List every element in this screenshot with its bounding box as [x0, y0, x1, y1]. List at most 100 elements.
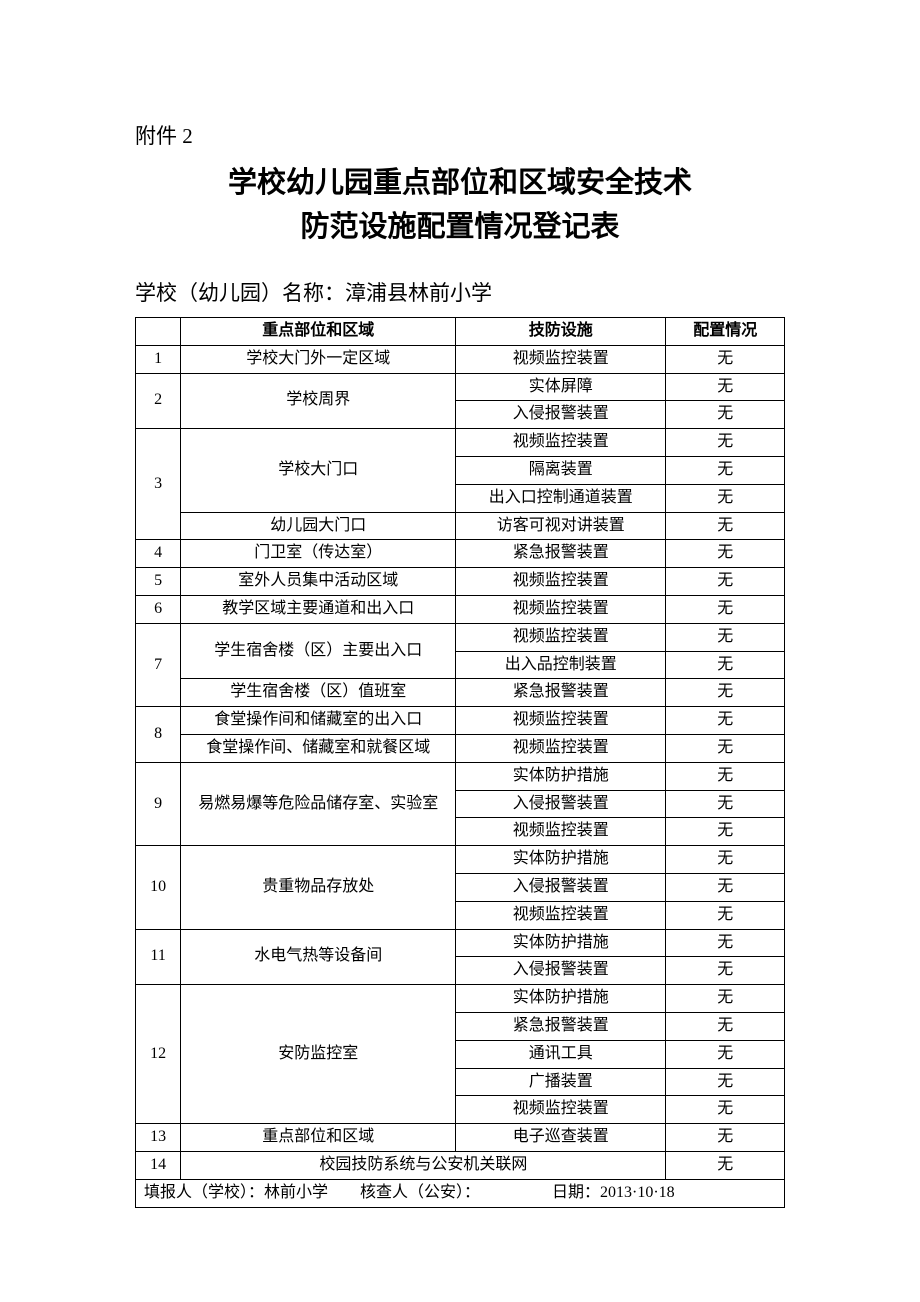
- cell-status: 无: [666, 1040, 785, 1068]
- cell-status: 无: [666, 623, 785, 651]
- cell-facility: 视频监控装置: [456, 901, 666, 929]
- cell-area: 校园技防系统与公安机关联网: [181, 1151, 666, 1179]
- cell-facility: 广播装置: [456, 1068, 666, 1096]
- cell-facility: 入侵报警装置: [456, 873, 666, 901]
- table-row: 8食堂操作间和储藏室的出入口视频监控装置无: [136, 707, 785, 735]
- cell-num: 8: [136, 707, 181, 763]
- table-row: 11水电气热等设备间实体防护措施无: [136, 929, 785, 957]
- cell-num: 14: [136, 1151, 181, 1179]
- cell-area: 幼儿园大门口: [181, 512, 456, 540]
- cell-num: 5: [136, 568, 181, 596]
- cell-facility: 通讯工具: [456, 1040, 666, 1068]
- cell-facility: 紧急报警装置: [456, 1012, 666, 1040]
- cell-area: 学校大门口: [181, 429, 456, 512]
- cell-status: 无: [666, 929, 785, 957]
- cell-facility: 紧急报警装置: [456, 540, 666, 568]
- cell-status: 无: [666, 401, 785, 429]
- cell-num: 4: [136, 540, 181, 568]
- cell-facility: 视频监控装置: [456, 734, 666, 762]
- cell-status: 无: [666, 873, 785, 901]
- cell-status: 无: [666, 373, 785, 401]
- cell-status: 无: [666, 1068, 785, 1096]
- cell-facility: 视频监控装置: [456, 707, 666, 735]
- table-row: 2学校周界实体屏障无: [136, 373, 785, 401]
- cell-facility: 出入品控制装置: [456, 651, 666, 679]
- cell-status: 无: [666, 846, 785, 874]
- cell-area: 教学区域主要通道和出入口: [181, 595, 456, 623]
- cell-num: 9: [136, 762, 181, 845]
- cell-facility: 视频监控装置: [456, 568, 666, 596]
- header-status: 配置情况: [666, 318, 785, 346]
- cell-facility: 视频监控装置: [456, 429, 666, 457]
- cell-num: 10: [136, 846, 181, 929]
- cell-facility: 视频监控装置: [456, 818, 666, 846]
- cell-status: 无: [666, 568, 785, 596]
- cell-status: 无: [666, 1151, 785, 1179]
- cell-status: 无: [666, 540, 785, 568]
- cell-facility: 入侵报警装置: [456, 401, 666, 429]
- cell-status: 无: [666, 484, 785, 512]
- cell-status: 无: [666, 345, 785, 373]
- cell-area: 安防监控室: [181, 985, 456, 1124]
- table-row: 1学校大门外一定区域视频监控装置无: [136, 345, 785, 373]
- cell-status: 无: [666, 512, 785, 540]
- footer-cell: 填报人（学校）：林前小学 核查人（公安）： 日期：2013·10·18: [136, 1179, 785, 1207]
- table-row: 7学生宿舍楼（区）主要出入口视频监控装置无: [136, 623, 785, 651]
- cell-facility: 电子巡查装置: [456, 1124, 666, 1152]
- cell-facility: 隔离装置: [456, 456, 666, 484]
- cell-num: 3: [136, 429, 181, 540]
- cell-num: 6: [136, 595, 181, 623]
- cell-status: 无: [666, 679, 785, 707]
- cell-num: 13: [136, 1124, 181, 1152]
- table-row: 13重点部位和区域电子巡查装置无: [136, 1124, 785, 1152]
- cell-status: 无: [666, 707, 785, 735]
- table-row: 9易燃易爆等危险品储存室、实验室实体防护措施无: [136, 762, 785, 790]
- cell-area: 学生宿舍楼（区）值班室: [181, 679, 456, 707]
- cell-num: 12: [136, 985, 181, 1124]
- cell-facility: 实体防护措施: [456, 929, 666, 957]
- cell-area: 食堂操作间和储藏室的出入口: [181, 707, 456, 735]
- registration-table: 重点部位和区域 技防设施 配置情况 1学校大门外一定区域视频监控装置无2学校周界…: [135, 317, 785, 1208]
- cell-facility: 实体防护措施: [456, 762, 666, 790]
- cell-facility: 视频监控装置: [456, 623, 666, 651]
- cell-status: 无: [666, 651, 785, 679]
- cell-status: 无: [666, 595, 785, 623]
- title-line-1: 学校幼儿园重点部位和区域安全技术: [135, 162, 785, 206]
- header-row: 重点部位和区域 技防设施 配置情况: [136, 318, 785, 346]
- cell-status: 无: [666, 1012, 785, 1040]
- table-row: 4门卫室（传达室）紧急报警装置无: [136, 540, 785, 568]
- cell-facility: 视频监控装置: [456, 345, 666, 373]
- cell-area: 食堂操作间、储藏室和就餐区域: [181, 734, 456, 762]
- cell-area: 学校周界: [181, 373, 456, 429]
- table-row: 食堂操作间、储藏室和就餐区域视频监控装置无: [136, 734, 785, 762]
- cell-area: 室外人员集中活动区域: [181, 568, 456, 596]
- cell-facility: 实体防护措施: [456, 985, 666, 1013]
- cell-num: 2: [136, 373, 181, 429]
- attachment-label: 附件 2: [135, 120, 785, 150]
- cell-area: 门卫室（传达室）: [181, 540, 456, 568]
- cell-status: 无: [666, 456, 785, 484]
- table-row: 幼儿园大门口访客可视对讲装置无: [136, 512, 785, 540]
- footer-row: 填报人（学校）：林前小学 核查人（公安）： 日期：2013·10·18: [136, 1179, 785, 1207]
- cell-status: 无: [666, 818, 785, 846]
- cell-area: 学校大门外一定区域: [181, 345, 456, 373]
- cell-facility: 访客可视对讲装置: [456, 512, 666, 540]
- table-row: 10贵重物品存放处实体防护措施无: [136, 846, 785, 874]
- cell-status: 无: [666, 985, 785, 1013]
- cell-area: 易燃易爆等危险品储存室、实验室: [181, 762, 456, 845]
- document-title: 学校幼儿园重点部位和区域安全技术 防范设施配置情况登记表: [135, 162, 785, 249]
- header-area: 重点部位和区域: [181, 318, 456, 346]
- cell-status: 无: [666, 429, 785, 457]
- school-name: 学校（幼儿园）名称：漳浦县林前小学: [135, 277, 785, 307]
- cell-facility: 入侵报警装置: [456, 957, 666, 985]
- cell-facility: 实体屏障: [456, 373, 666, 401]
- cell-num: 1: [136, 345, 181, 373]
- cell-facility: 实体防护措施: [456, 846, 666, 874]
- cell-num: 7: [136, 623, 181, 706]
- table-row: 学生宿舍楼（区）值班室紧急报警装置无: [136, 679, 785, 707]
- cell-area: 贵重物品存放处: [181, 846, 456, 929]
- cell-facility: 视频监控装置: [456, 595, 666, 623]
- header-facility: 技防设施: [456, 318, 666, 346]
- cell-facility: 视频监控装置: [456, 1096, 666, 1124]
- table-row: 3学校大门口视频监控装置无: [136, 429, 785, 457]
